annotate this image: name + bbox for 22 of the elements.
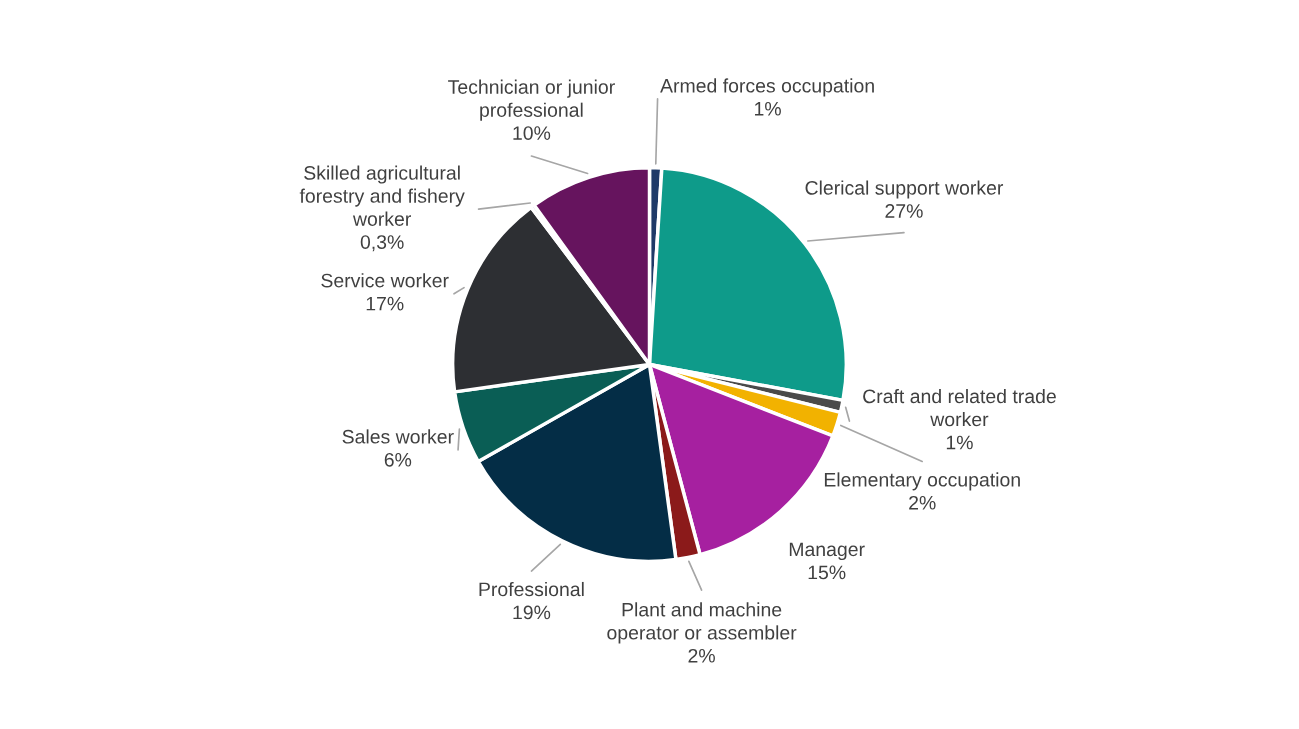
- data-label: 2%: [688, 648, 715, 663]
- slice-label: Skilled agricultural forestry and fishery worker: [299, 165, 465, 226]
- slice-label: Elementary occupation: [824, 472, 1020, 491]
- data-label: 6%: [384, 452, 412, 467]
- data-label: 27%: [885, 204, 923, 218]
- data-label: 19%: [513, 605, 551, 620]
- data-label: 15%: [808, 565, 846, 580]
- data-label: 17%: [366, 296, 404, 311]
- slice-label: Plant and machine operator or assembler: [607, 602, 797, 644]
- slice-label: Clerical support worker: [805, 180, 1004, 199]
- slice-label: Manager: [789, 542, 865, 561]
- data-label: 0,3%: [360, 235, 404, 252]
- data-label: 1%: [755, 101, 781, 116]
- slice-label: Technician or junior professional: [448, 79, 615, 121]
- slice-label: Sales worker: [342, 429, 454, 444]
- slice-label: Professional: [479, 581, 584, 597]
- data-label: 2%: [909, 495, 936, 510]
- slice-label: Service worker: [321, 273, 449, 288]
- slice-label: Craft and related trade worker: [863, 388, 1056, 427]
- data-label: 1%: [946, 435, 973, 450]
- data-label: 10%: [513, 126, 551, 140]
- slice-label: Armed forces occupation: [660, 78, 874, 97]
